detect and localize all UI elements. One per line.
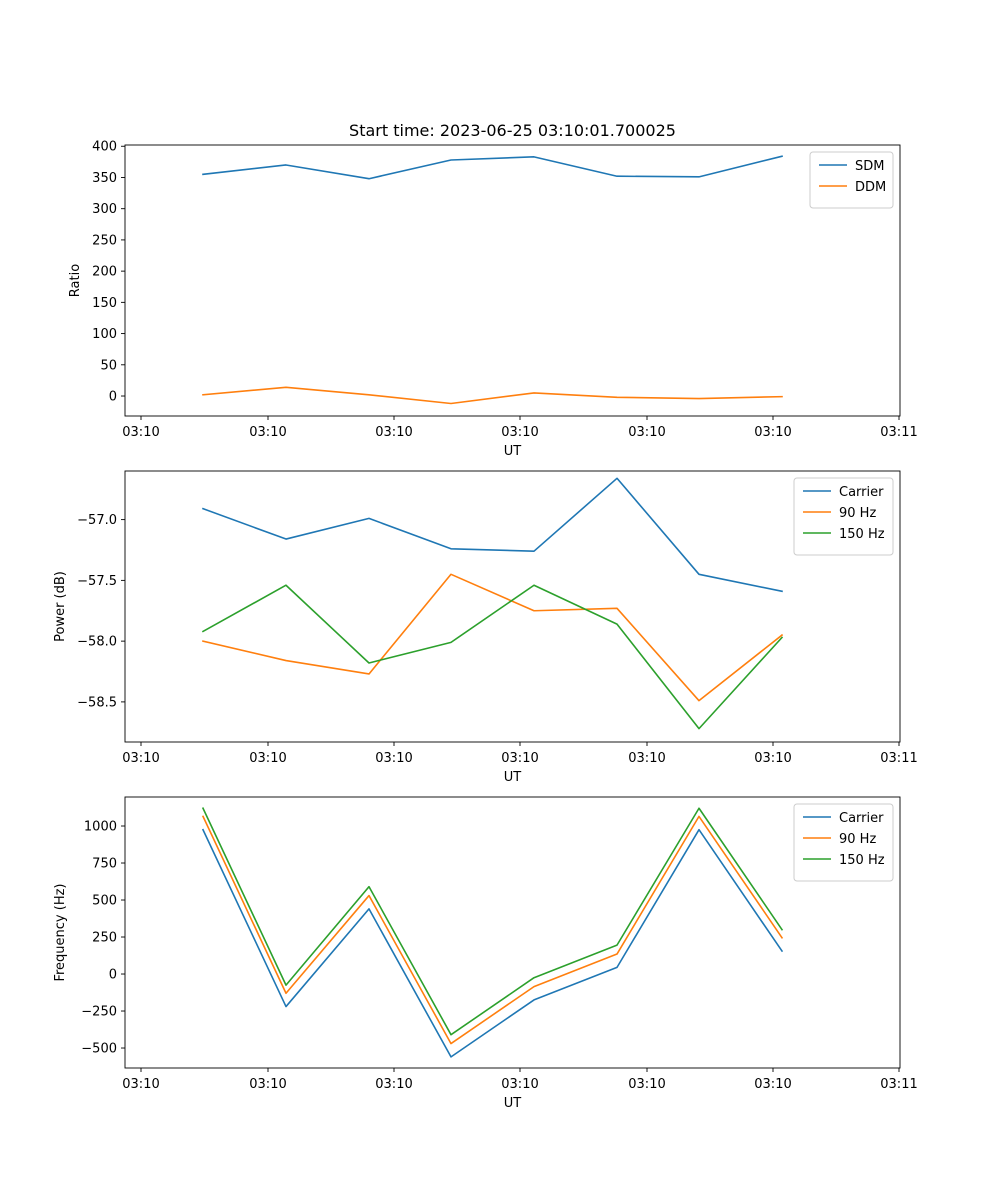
x-axis-label: UT xyxy=(504,770,522,785)
x-tick-label: 03:10 xyxy=(628,751,665,766)
y-axis-label: Frequency (Hz) xyxy=(53,883,68,981)
y-tick-label: −58.5 xyxy=(77,695,117,710)
x-tick-label: 03:10 xyxy=(122,751,159,766)
x-tick-label: 03:10 xyxy=(501,1077,538,1092)
legend-label: SDM xyxy=(855,159,884,174)
x-tick-label: 03:10 xyxy=(501,751,538,766)
y-tick-label: −57.0 xyxy=(77,513,117,528)
x-tick-label: 03:10 xyxy=(754,425,791,440)
x-tick-label: 03:10 xyxy=(249,425,286,440)
x-tick-label: 03:11 xyxy=(880,1077,917,1092)
axes-frame xyxy=(124,470,901,743)
y-tick-label: −57.5 xyxy=(77,574,117,589)
y-tick-label: 750 xyxy=(92,857,117,872)
y-tick-label: 250 xyxy=(92,931,117,946)
series-line-sdm xyxy=(202,155,783,180)
chart-title: Start time: 2023-06-25 03:10:01.700025 xyxy=(349,121,676,140)
subplot-1: Start time: 2023-06-25 03:10:01.70002503… xyxy=(68,121,918,459)
y-tick-label: −58.0 xyxy=(77,635,117,650)
series-line-150-hz xyxy=(201,807,784,1036)
x-tick-label: 03:10 xyxy=(122,425,159,440)
legend: SDM DDM xyxy=(809,151,894,209)
legend-box xyxy=(809,151,894,209)
series-line-ddm xyxy=(202,386,783,405)
x-tick-label: 03:10 xyxy=(501,425,538,440)
series-line-carrier xyxy=(201,828,784,1058)
legend-label: 90 Hz xyxy=(839,506,876,521)
x-axis-label: UT xyxy=(504,1096,522,1111)
axes-frame xyxy=(124,796,901,1069)
x-tick-label: 03:10 xyxy=(375,1077,412,1092)
axes-frame xyxy=(124,144,901,417)
x-tick-label: 03:10 xyxy=(628,1077,665,1092)
subplot-2: 03:10 03:10 03:10 03:10 03:10 03:10 03:11 −58.5… xyxy=(53,470,918,785)
x-tick-label: 03:10 xyxy=(249,1077,286,1092)
legend: Carrier 90 Hz 150 Hz xyxy=(793,803,894,882)
subplot-3: 03:10 03:10 03:10 03:10 03:10 03:10 03:11 −500 −… xyxy=(53,796,918,1111)
y-tick-label: −500 xyxy=(81,1042,117,1057)
y-tick-label: 100 xyxy=(92,327,117,342)
y-tick-label: 0 xyxy=(109,968,117,983)
x-tick-label: 03:10 xyxy=(375,425,412,440)
y-tick-label: 50 xyxy=(100,358,117,373)
legend-label: 150 Hz xyxy=(839,527,885,542)
y-tick-label: 200 xyxy=(92,265,117,280)
series-line-90-hz xyxy=(202,573,784,702)
y-axis-label: Ratio xyxy=(68,264,83,297)
x-tick-label: 03:10 xyxy=(375,751,412,766)
x-tick-label: 03:10 xyxy=(628,425,665,440)
legend-box xyxy=(793,803,894,882)
x-tick-label: 03:11 xyxy=(880,751,917,766)
x-axis-label: UT xyxy=(504,444,522,459)
x-tick-label: 03:10 xyxy=(754,1077,791,1092)
series-line-150-hz xyxy=(201,584,784,730)
y-tick-label: 0 xyxy=(109,390,117,405)
y-tick-label: 300 xyxy=(92,202,117,217)
legend-label: Carrier xyxy=(839,811,884,826)
y-tick-label: 150 xyxy=(92,296,117,311)
legend-label: 90 Hz xyxy=(839,832,876,847)
series-line-90-hz xyxy=(201,815,784,1045)
y-axis-label: Power (dB) xyxy=(53,571,68,642)
y-tick-label: 350 xyxy=(92,171,117,186)
y-tick-label: 400 xyxy=(92,140,117,155)
legend-label: DDM xyxy=(855,180,886,195)
legend-box xyxy=(793,477,894,556)
y-tick-label: 500 xyxy=(92,894,117,909)
x-tick-label: 03:10 xyxy=(122,1077,159,1092)
series-line-carrier xyxy=(201,477,783,593)
y-tick-label: 250 xyxy=(92,233,117,248)
legend: Carrier 90 Hz 150 Hz xyxy=(793,477,894,556)
y-tick-label: −250 xyxy=(81,1005,117,1020)
x-tick-label: 03:10 xyxy=(249,751,286,766)
legend-label: 150 Hz xyxy=(839,853,885,868)
x-tick-label: 03:10 xyxy=(754,751,791,766)
y-tick-label: 1000 xyxy=(84,820,117,835)
x-tick-label: 03:11 xyxy=(880,425,917,440)
legend-label: Carrier xyxy=(839,485,884,500)
